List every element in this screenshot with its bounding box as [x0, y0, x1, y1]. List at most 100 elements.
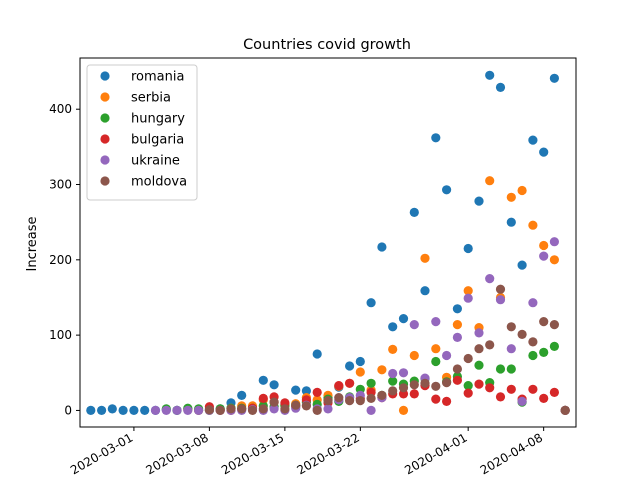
data-point: [452, 364, 462, 374]
data-point: [366, 393, 376, 403]
data-point: [398, 314, 409, 324]
data-point: [549, 255, 560, 265]
data-point: [97, 405, 107, 415]
data-point: [118, 405, 128, 415]
legend-marker: [100, 134, 110, 144]
data-point: [409, 320, 419, 330]
data-point: [409, 350, 419, 361]
data-point: [463, 353, 473, 364]
data-point: [312, 387, 322, 397]
data-point: [366, 298, 376, 308]
data-point: [474, 196, 484, 206]
data-point: [528, 220, 538, 230]
data-point: [409, 389, 419, 399]
data-point: [442, 378, 452, 388]
series-moldova: [204, 284, 570, 415]
data-point: [334, 381, 344, 391]
plot-area: [86, 70, 570, 415]
data-point: [86, 405, 96, 415]
data-point: [495, 364, 506, 374]
data-point: [506, 217, 516, 227]
data-point: [452, 332, 462, 342]
data-point: [474, 344, 484, 354]
data-point: [312, 405, 322, 415]
y-tick-label: 0: [64, 403, 72, 417]
data-point: [355, 396, 365, 406]
legend-box: [86, 64, 198, 201]
data-point: [247, 405, 258, 415]
data-point: [539, 251, 549, 261]
data-point: [172, 405, 182, 415]
data-point: [528, 135, 538, 145]
data-point: [237, 390, 247, 400]
data-point: [355, 356, 365, 367]
data-point: [388, 376, 398, 386]
data-point: [528, 298, 538, 308]
data-point: [388, 368, 398, 379]
y-axis: 0 100 200 300 400: [49, 102, 80, 417]
data-point: [431, 133, 441, 143]
y-axis-label: Increase: [25, 216, 40, 271]
data-point: [495, 392, 506, 402]
y-tick-label: 300: [49, 178, 72, 192]
data-point: [506, 192, 516, 202]
data-point: [485, 176, 495, 186]
data-point: [420, 286, 430, 296]
data-point: [463, 381, 473, 391]
legend-marker: [100, 155, 110, 165]
data-point: [388, 386, 398, 396]
data-point: [377, 390, 387, 400]
data-point: [301, 386, 311, 396]
data-point: [431, 356, 441, 367]
data-point: [431, 344, 441, 354]
data-point: [312, 349, 322, 359]
data-point: [560, 405, 570, 415]
data-point: [474, 360, 484, 370]
data-point: [323, 404, 333, 414]
data-point: [291, 385, 301, 395]
data-point: [398, 368, 409, 378]
data-point: [495, 295, 506, 305]
legend-marker: [100, 113, 110, 123]
data-point: [366, 378, 376, 388]
data-point: [420, 378, 430, 388]
data-point: [377, 365, 387, 375]
data-point: [539, 393, 549, 403]
data-point: [183, 405, 193, 415]
data-point: [269, 404, 279, 414]
data-point: [129, 405, 139, 415]
data-point: [517, 329, 527, 339]
data-point: [323, 396, 333, 406]
legend-marker: [100, 176, 110, 186]
data-point: [442, 185, 452, 195]
legend-marker: [100, 92, 110, 102]
data-point: [398, 383, 409, 393]
data-point: [485, 274, 495, 284]
legend-label: serbia: [131, 91, 171, 106]
data-point: [549, 387, 560, 397]
data-point: [549, 73, 560, 83]
data-point: [495, 82, 506, 92]
data-point: [258, 375, 268, 385]
data-point: [334, 393, 344, 403]
data-point: [442, 350, 452, 361]
data-point: [506, 322, 516, 332]
data-point: [506, 344, 516, 354]
data-point: [258, 393, 268, 403]
data-point: [194, 405, 204, 415]
data-point: [463, 388, 473, 398]
data-point: [539, 317, 549, 327]
legend-label: romania: [131, 70, 184, 85]
data-point: [517, 185, 527, 196]
data-point: [150, 405, 161, 415]
chart-title: Countries covid growth: [243, 37, 411, 53]
data-point: [549, 237, 560, 247]
y-tick-label: 100: [49, 328, 72, 342]
data-point: [377, 242, 387, 252]
data-point: [409, 207, 419, 217]
data-point: [388, 344, 398, 354]
data-point: [280, 404, 290, 414]
data-point: [140, 405, 150, 415]
legend-label: hungary: [131, 112, 185, 127]
